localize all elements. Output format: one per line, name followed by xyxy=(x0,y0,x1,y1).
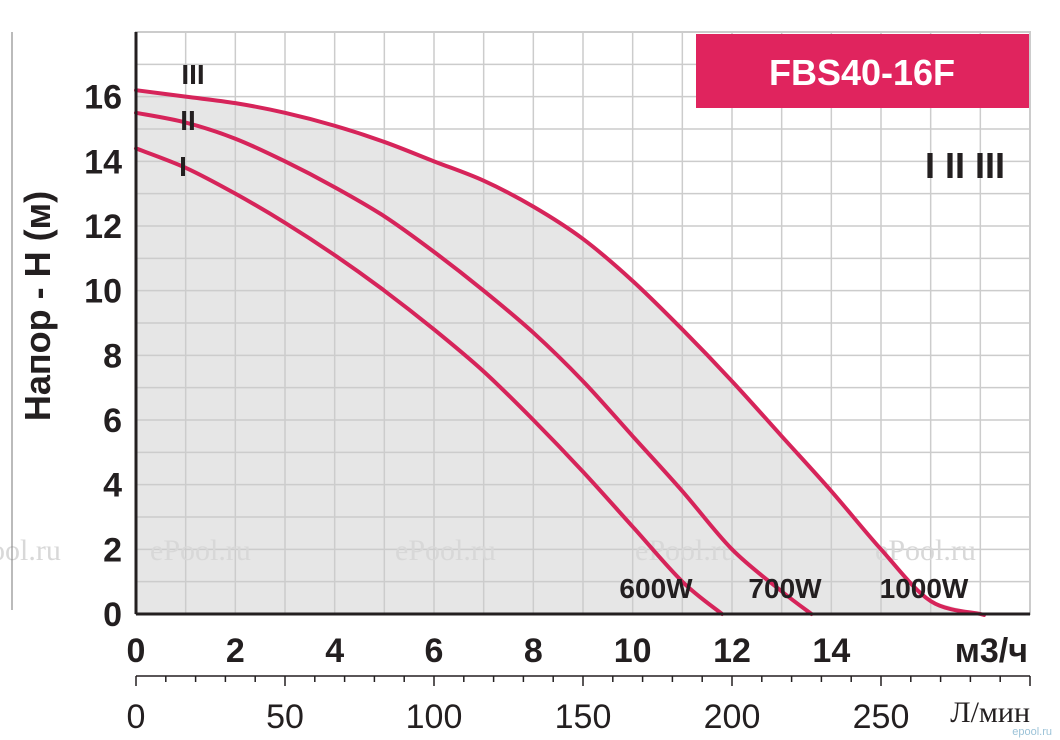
y-axis-label: Напор - Н (м) xyxy=(17,191,58,421)
y-tick-label: 2 xyxy=(103,531,122,569)
series-label-III: III xyxy=(181,59,204,90)
chart-title: FBS40-16F xyxy=(769,52,955,93)
watermark-text: ePool.ru xyxy=(150,534,251,567)
watermark-text: ePool.ru xyxy=(0,534,61,567)
x-tick-label: 14 xyxy=(812,632,850,670)
labels: 0 2 4 6 8 10 12 14 0 2 4 6 8 10 12 14 16 0 50 100 150 200 250 I… xyxy=(84,59,969,736)
curves xyxy=(134,88,986,617)
series-power-label: 700W xyxy=(748,573,822,604)
secondary-x-tick-label: 100 xyxy=(406,698,463,736)
series-label-I: I xyxy=(179,151,187,182)
series-power-label: 600W xyxy=(619,573,693,604)
series-line-II xyxy=(134,110,814,616)
title-box xyxy=(696,34,1029,108)
x-tick-label: 0 xyxy=(127,632,146,670)
y-tick-label: 0 xyxy=(103,596,122,634)
series-line-III xyxy=(134,88,986,617)
y-tick-label: 4 xyxy=(103,467,122,505)
secondary-x-tick-label: 0 xyxy=(127,698,146,736)
y-tick-label: 8 xyxy=(103,337,122,375)
x-tick-label: 2 xyxy=(226,632,245,670)
x-tick-label: 6 xyxy=(425,632,444,670)
y-tick-label: 6 xyxy=(103,402,122,440)
x-tick-label: 4 xyxy=(325,632,344,670)
y-tick-label: 12 xyxy=(84,208,122,246)
watermark-text: ePool.ru xyxy=(395,534,496,567)
series-line-I xyxy=(134,146,725,616)
series-label-II: II xyxy=(180,105,196,136)
y-tick-label: 10 xyxy=(84,273,122,311)
secondary-x-tick-label: 150 xyxy=(555,698,612,736)
x-axis-secondary-unit: Л/мин xyxy=(950,696,1030,729)
x-axis-unit: м3/ч xyxy=(955,632,1028,670)
speed-legend: I II III xyxy=(925,145,1005,186)
secondary-x-tick-label: 50 xyxy=(266,698,304,736)
x-tick-label: 8 xyxy=(524,632,543,670)
x-tick-label: 12 xyxy=(713,632,751,670)
y-tick-label: 14 xyxy=(84,143,122,181)
series-power-label: 1000W xyxy=(880,573,969,604)
secondary-x-tick-label: 250 xyxy=(853,698,910,736)
x-tick-label: 10 xyxy=(614,632,652,670)
speed-legend-text: I II III xyxy=(925,145,1005,186)
y-tick-label: 16 xyxy=(84,79,122,117)
grid-lines xyxy=(135,31,1031,615)
operating-area-fill xyxy=(136,90,981,614)
secondary-x-tick-label: 200 xyxy=(704,698,761,736)
watermark-small: epool.ru xyxy=(1012,726,1052,738)
axes xyxy=(11,32,1031,686)
